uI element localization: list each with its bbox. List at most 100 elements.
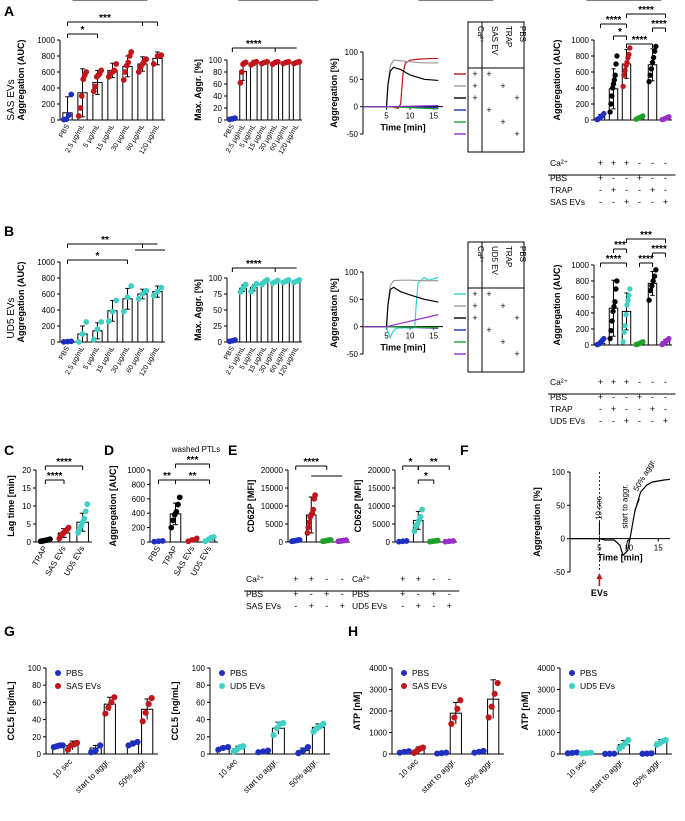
data-point <box>173 508 180 515</box>
sig-label: **** <box>478 0 494 3</box>
data-point <box>285 58 292 65</box>
data-point <box>83 319 90 325</box>
condition-label: Ca²⁺ <box>550 158 569 168</box>
data-point <box>451 714 458 721</box>
condition-value: + <box>309 574 314 584</box>
data-point <box>417 513 424 520</box>
condition-label: UD5 EVs <box>550 416 585 426</box>
legend-label: PBS <box>66 668 83 678</box>
sig-label: **** <box>651 19 667 30</box>
y-tick-label: 0 <box>551 750 556 759</box>
legend-cell: + <box>500 117 505 127</box>
data-point <box>64 746 72 753</box>
data-point <box>647 72 653 78</box>
x-tick-label: 10 <box>406 112 415 121</box>
sig-label: ** <box>275 0 283 3</box>
bar <box>260 61 269 121</box>
y-tick-label: 60 <box>196 698 205 707</box>
y-tick-label: 20 <box>213 104 222 113</box>
data-point <box>457 697 464 704</box>
legend-column-header: Ca²⁺ <box>476 26 485 43</box>
sig-label: ** <box>99 0 107 3</box>
condition-value: - <box>417 589 420 599</box>
data-point <box>108 699 115 706</box>
sig-label: **** <box>609 0 625 3</box>
legend-label: UD5 EVs <box>230 681 265 691</box>
y-tick-label: 1000 <box>537 729 555 738</box>
y-axis-label: Max. Aggr. [%] <box>193 279 203 341</box>
y-tick-label: 20 <box>22 466 31 475</box>
y-axis-label: Aggregation (AUC) <box>552 265 562 346</box>
sig-label: **** <box>651 244 667 255</box>
condition-value: - <box>664 392 667 402</box>
bar <box>292 61 301 121</box>
y-tick-label: 3000 <box>537 686 555 695</box>
y-tick-label: 15 <box>22 484 31 493</box>
x-tick-label: 50% aggr. <box>631 757 663 789</box>
legend-cell: + <box>472 301 477 311</box>
data-point <box>125 59 132 66</box>
data-point <box>488 703 495 710</box>
data-point <box>170 517 176 524</box>
condition-value: - <box>651 158 654 168</box>
condition-label: PBS <box>550 392 567 402</box>
series-line <box>363 286 439 328</box>
data-point <box>627 45 633 51</box>
y-tick-label: 800 <box>42 274 56 283</box>
legend-marker <box>569 683 575 689</box>
condition-value: + <box>663 197 668 207</box>
y-tick-label: 100 <box>345 48 359 57</box>
data-point <box>305 524 312 531</box>
data-point <box>624 59 630 66</box>
x-tick-label: start to aggr. <box>420 757 458 795</box>
condition-value: + <box>309 601 314 611</box>
y-axis-label: Aggregation (AUC) <box>16 262 26 343</box>
condition-value: - <box>341 589 344 599</box>
sig-label: ** <box>87 0 95 3</box>
legend-marker <box>219 670 225 676</box>
y-tick-label: 0 <box>51 116 56 125</box>
data-point <box>443 749 450 756</box>
condition-value: + <box>624 158 629 168</box>
condition-value: + <box>650 185 655 195</box>
data-point <box>273 725 280 732</box>
condition-value: - <box>599 416 602 426</box>
data-point <box>626 51 632 58</box>
x-tick-label: PBS <box>146 545 162 563</box>
data-point <box>614 278 620 284</box>
y-tick-label: 20 <box>32 733 41 742</box>
legend-marker <box>401 683 407 689</box>
data-point <box>77 105 84 111</box>
condition-value: + <box>624 416 629 426</box>
data-point <box>240 285 246 292</box>
x-tick-label: 10 sec <box>397 757 420 780</box>
x-tick-label: 10 <box>406 332 415 341</box>
condition-value: + <box>598 392 603 402</box>
data-point <box>651 273 658 279</box>
data-point <box>73 739 81 746</box>
data-point <box>640 113 646 119</box>
legend-cell: + <box>472 289 477 299</box>
sig-label: **** <box>646 0 662 3</box>
data-point <box>646 297 652 303</box>
x-tick-label: start to aggr. <box>588 757 626 795</box>
data-point <box>343 537 349 544</box>
y-tick-label: 40 <box>32 716 41 725</box>
legend-cell: + <box>472 81 477 91</box>
panel-subtitle: washed PTLs <box>171 445 220 454</box>
legend-column-header: Ca²⁺ <box>476 246 485 263</box>
condition-value: + <box>416 574 421 584</box>
data-point <box>113 61 120 67</box>
condition-value: + <box>293 589 298 599</box>
sig-label: * <box>256 0 260 3</box>
sig-label: * <box>618 27 622 38</box>
y-tick-label: 0 <box>201 750 206 759</box>
data-point <box>90 336 97 343</box>
data-point <box>98 319 105 325</box>
y-tick-label: 100 <box>28 664 42 673</box>
sig-label: **** <box>606 254 622 265</box>
data-point <box>620 339 626 345</box>
